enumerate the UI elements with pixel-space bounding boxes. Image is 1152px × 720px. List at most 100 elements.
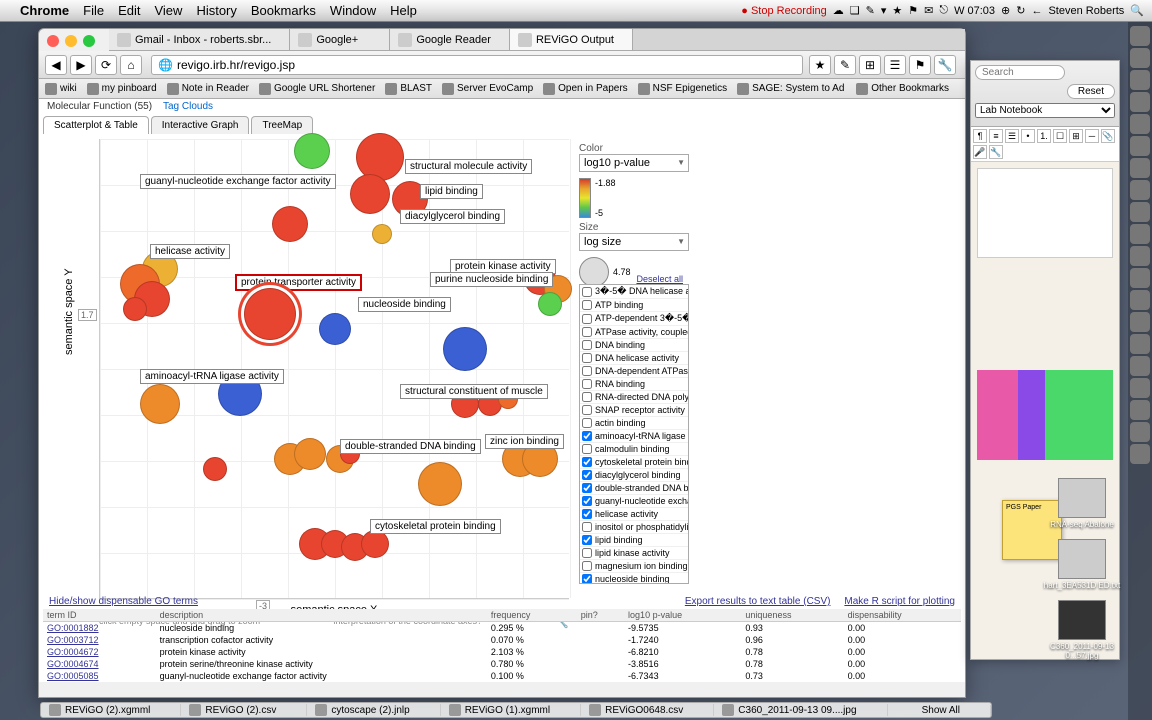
- menu-view[interactable]: View: [154, 3, 182, 18]
- data-bubble[interactable]: [123, 297, 147, 321]
- ext-icon[interactable]: ☰: [884, 55, 906, 75]
- ext-icon[interactable]: ★: [809, 55, 831, 75]
- term-checkbox-row[interactable]: SNAP receptor activity: [580, 404, 688, 417]
- data-bubble[interactable]: [272, 206, 308, 242]
- reload-button[interactable]: ⟳: [95, 55, 117, 75]
- term-checkbox-row[interactable]: ATP-dependent 3�-5� D...: [580, 312, 688, 326]
- menu-bookmarks[interactable]: Bookmarks: [251, 3, 316, 18]
- bubble-label[interactable]: zinc ion binding: [485, 434, 564, 449]
- ext-icon[interactable]: ⊞: [859, 55, 881, 75]
- ext-icon[interactable]: ✎: [834, 55, 856, 75]
- dock-icon[interactable]: [1130, 268, 1150, 288]
- bookmark-item[interactable]: Server EvoCamp: [442, 83, 533, 95]
- dock-icon[interactable]: [1130, 224, 1150, 244]
- dock-icon[interactable]: [1130, 180, 1150, 200]
- browser-tab[interactable]: Google+: [290, 29, 390, 50]
- data-bubble[interactable]: [350, 174, 390, 214]
- download-item[interactable]: REViGO0648.csv: [581, 704, 714, 716]
- data-bubble[interactable]: [140, 384, 180, 424]
- minimize-button[interactable]: [65, 35, 77, 47]
- download-item[interactable]: REViGO (1).xgmml: [441, 704, 581, 716]
- bubble-label[interactable]: cytoskeletal protein binding: [370, 519, 501, 534]
- wrench-icon[interactable]: 🔧: [934, 55, 956, 75]
- bookmark-item[interactable]: NSF Epigenetics: [638, 83, 727, 95]
- tab-scatterplot[interactable]: Scatterplot & Table: [43, 116, 149, 134]
- bubble-label[interactable]: nucleoside binding: [358, 297, 451, 312]
- reset-button[interactable]: Reset: [1067, 84, 1115, 99]
- table-header[interactable]: description: [156, 609, 487, 622]
- close-button[interactable]: [47, 35, 59, 47]
- term-list[interactable]: 3�-5� DNA helicase activ...ATP bindingAT…: [579, 284, 689, 584]
- menubar-icon[interactable]: ★: [892, 4, 902, 17]
- browser-tab[interactable]: Google Reader: [390, 29, 510, 50]
- data-bubble[interactable]: [294, 133, 330, 169]
- bubble-label[interactable]: double-stranded DNA binding: [340, 439, 481, 454]
- format-icon[interactable]: ─: [1085, 129, 1099, 143]
- size-dropdown[interactable]: log size: [579, 233, 689, 251]
- term-checkbox-row[interactable]: magnesium ion binding: [580, 560, 688, 573]
- bubble-label[interactable]: diacylglycerol binding: [400, 209, 505, 224]
- format-icon[interactable]: ☐: [1053, 129, 1067, 143]
- bubble-label[interactable]: lipid binding: [420, 184, 483, 199]
- desktop-file[interactable]: RNA-seq Abalone: [1042, 478, 1122, 529]
- term-checkbox-row[interactable]: lipid kinase activity: [580, 547, 688, 560]
- term-checkbox-row[interactable]: aminoacyl-tRNA ligase acti...: [580, 430, 688, 443]
- menu-window[interactable]: Window: [330, 3, 376, 18]
- tab-treemap[interactable]: TreeMap: [251, 116, 313, 134]
- term-checkbox-row[interactable]: DNA-dependent ATPase a...: [580, 365, 688, 378]
- tag-clouds-link[interactable]: Tag Clouds: [163, 101, 213, 112]
- show-all-downloads[interactable]: Show All: [914, 705, 991, 716]
- forward-button[interactable]: ▶: [70, 55, 92, 75]
- table-header[interactable]: pin?: [577, 609, 624, 622]
- format-icon[interactable]: •: [1021, 129, 1035, 143]
- menubar-icon[interactable]: ❑: [850, 4, 860, 17]
- other-bookmarks[interactable]: Other Bookmarks: [856, 83, 949, 95]
- term-checkbox-row[interactable]: lipid binding: [580, 534, 688, 547]
- term-checkbox-row[interactable]: inositol or phosphatidylinos...: [580, 521, 688, 534]
- menu-edit[interactable]: Edit: [118, 3, 140, 18]
- menubar-icon[interactable]: ✎: [866, 4, 875, 17]
- dock-icon[interactable]: [1130, 356, 1150, 376]
- data-bubble[interactable]: [319, 313, 351, 345]
- dock-icon[interactable]: [1130, 422, 1150, 442]
- bubble-label[interactable]: purine nucleoside binding: [430, 272, 553, 287]
- dock-icon[interactable]: [1130, 246, 1150, 266]
- dock-icon[interactable]: [1130, 378, 1150, 398]
- term-checkbox-row[interactable]: guanyl-nucleotide exchang...: [580, 495, 688, 508]
- home-button[interactable]: ⌂: [120, 55, 142, 75]
- menubar-icon[interactable]: ☁: [833, 4, 844, 17]
- bookmark-item[interactable]: wiki: [45, 83, 77, 95]
- browser-tab[interactable]: REViGO Output: [510, 29, 633, 50]
- scatter-plot[interactable]: guanyl-nucleotide exchange factor activi…: [99, 139, 569, 599]
- dock-icon[interactable]: [1130, 136, 1150, 156]
- dock-icon[interactable]: [1130, 444, 1150, 464]
- data-bubble[interactable]: [443, 327, 487, 371]
- term-checkbox-row[interactable]: calmodulin binding: [580, 443, 688, 456]
- dock-icon[interactable]: [1130, 70, 1150, 90]
- treemap-thumbnail[interactable]: [977, 370, 1113, 460]
- term-checkbox-row[interactable]: diacylglycerol binding: [580, 469, 688, 482]
- table-row[interactable]: GO:0004672protein kinase activity2.103 %…: [43, 646, 961, 658]
- term-checkbox-row[interactable]: cytoskeletal protein binding: [580, 456, 688, 469]
- menubar-icon[interactable]: ↻: [1016, 4, 1025, 17]
- data-bubble[interactable]: [294, 438, 326, 470]
- bookmark-item[interactable]: SAGE: System to Ad: [737, 83, 844, 95]
- term-checkbox-row[interactable]: RNA-directed DNA polymer...: [580, 391, 688, 404]
- term-checkbox-row[interactable]: DNA helicase activity: [580, 352, 688, 365]
- menu-file[interactable]: File: [83, 3, 104, 18]
- download-item[interactable]: REViGO (2).xgmml: [41, 704, 181, 716]
- data-bubble[interactable]: [361, 530, 389, 558]
- bookmark-item[interactable]: Note in Reader: [167, 83, 249, 95]
- format-icon[interactable]: ⊞: [1069, 129, 1083, 143]
- dock-icon[interactable]: [1130, 312, 1150, 332]
- table-row[interactable]: GO:0005085guanyl-nucleotide exchange fac…: [43, 670, 961, 682]
- menubar-user[interactable]: Steven Roberts: [1048, 5, 1124, 17]
- ext-icon[interactable]: ⚑: [909, 55, 931, 75]
- data-bubble[interactable]: [372, 224, 392, 244]
- browser-tab[interactable]: Gmail - Inbox - roberts.sbr...: [109, 29, 290, 50]
- notebook-select[interactable]: Lab Notebook: [975, 103, 1115, 118]
- format-icon[interactable]: 🔧: [989, 145, 1003, 159]
- term-checkbox-row[interactable]: DNA binding: [580, 339, 688, 352]
- search-input[interactable]: [975, 65, 1065, 80]
- format-icon[interactable]: ☰: [1005, 129, 1019, 143]
